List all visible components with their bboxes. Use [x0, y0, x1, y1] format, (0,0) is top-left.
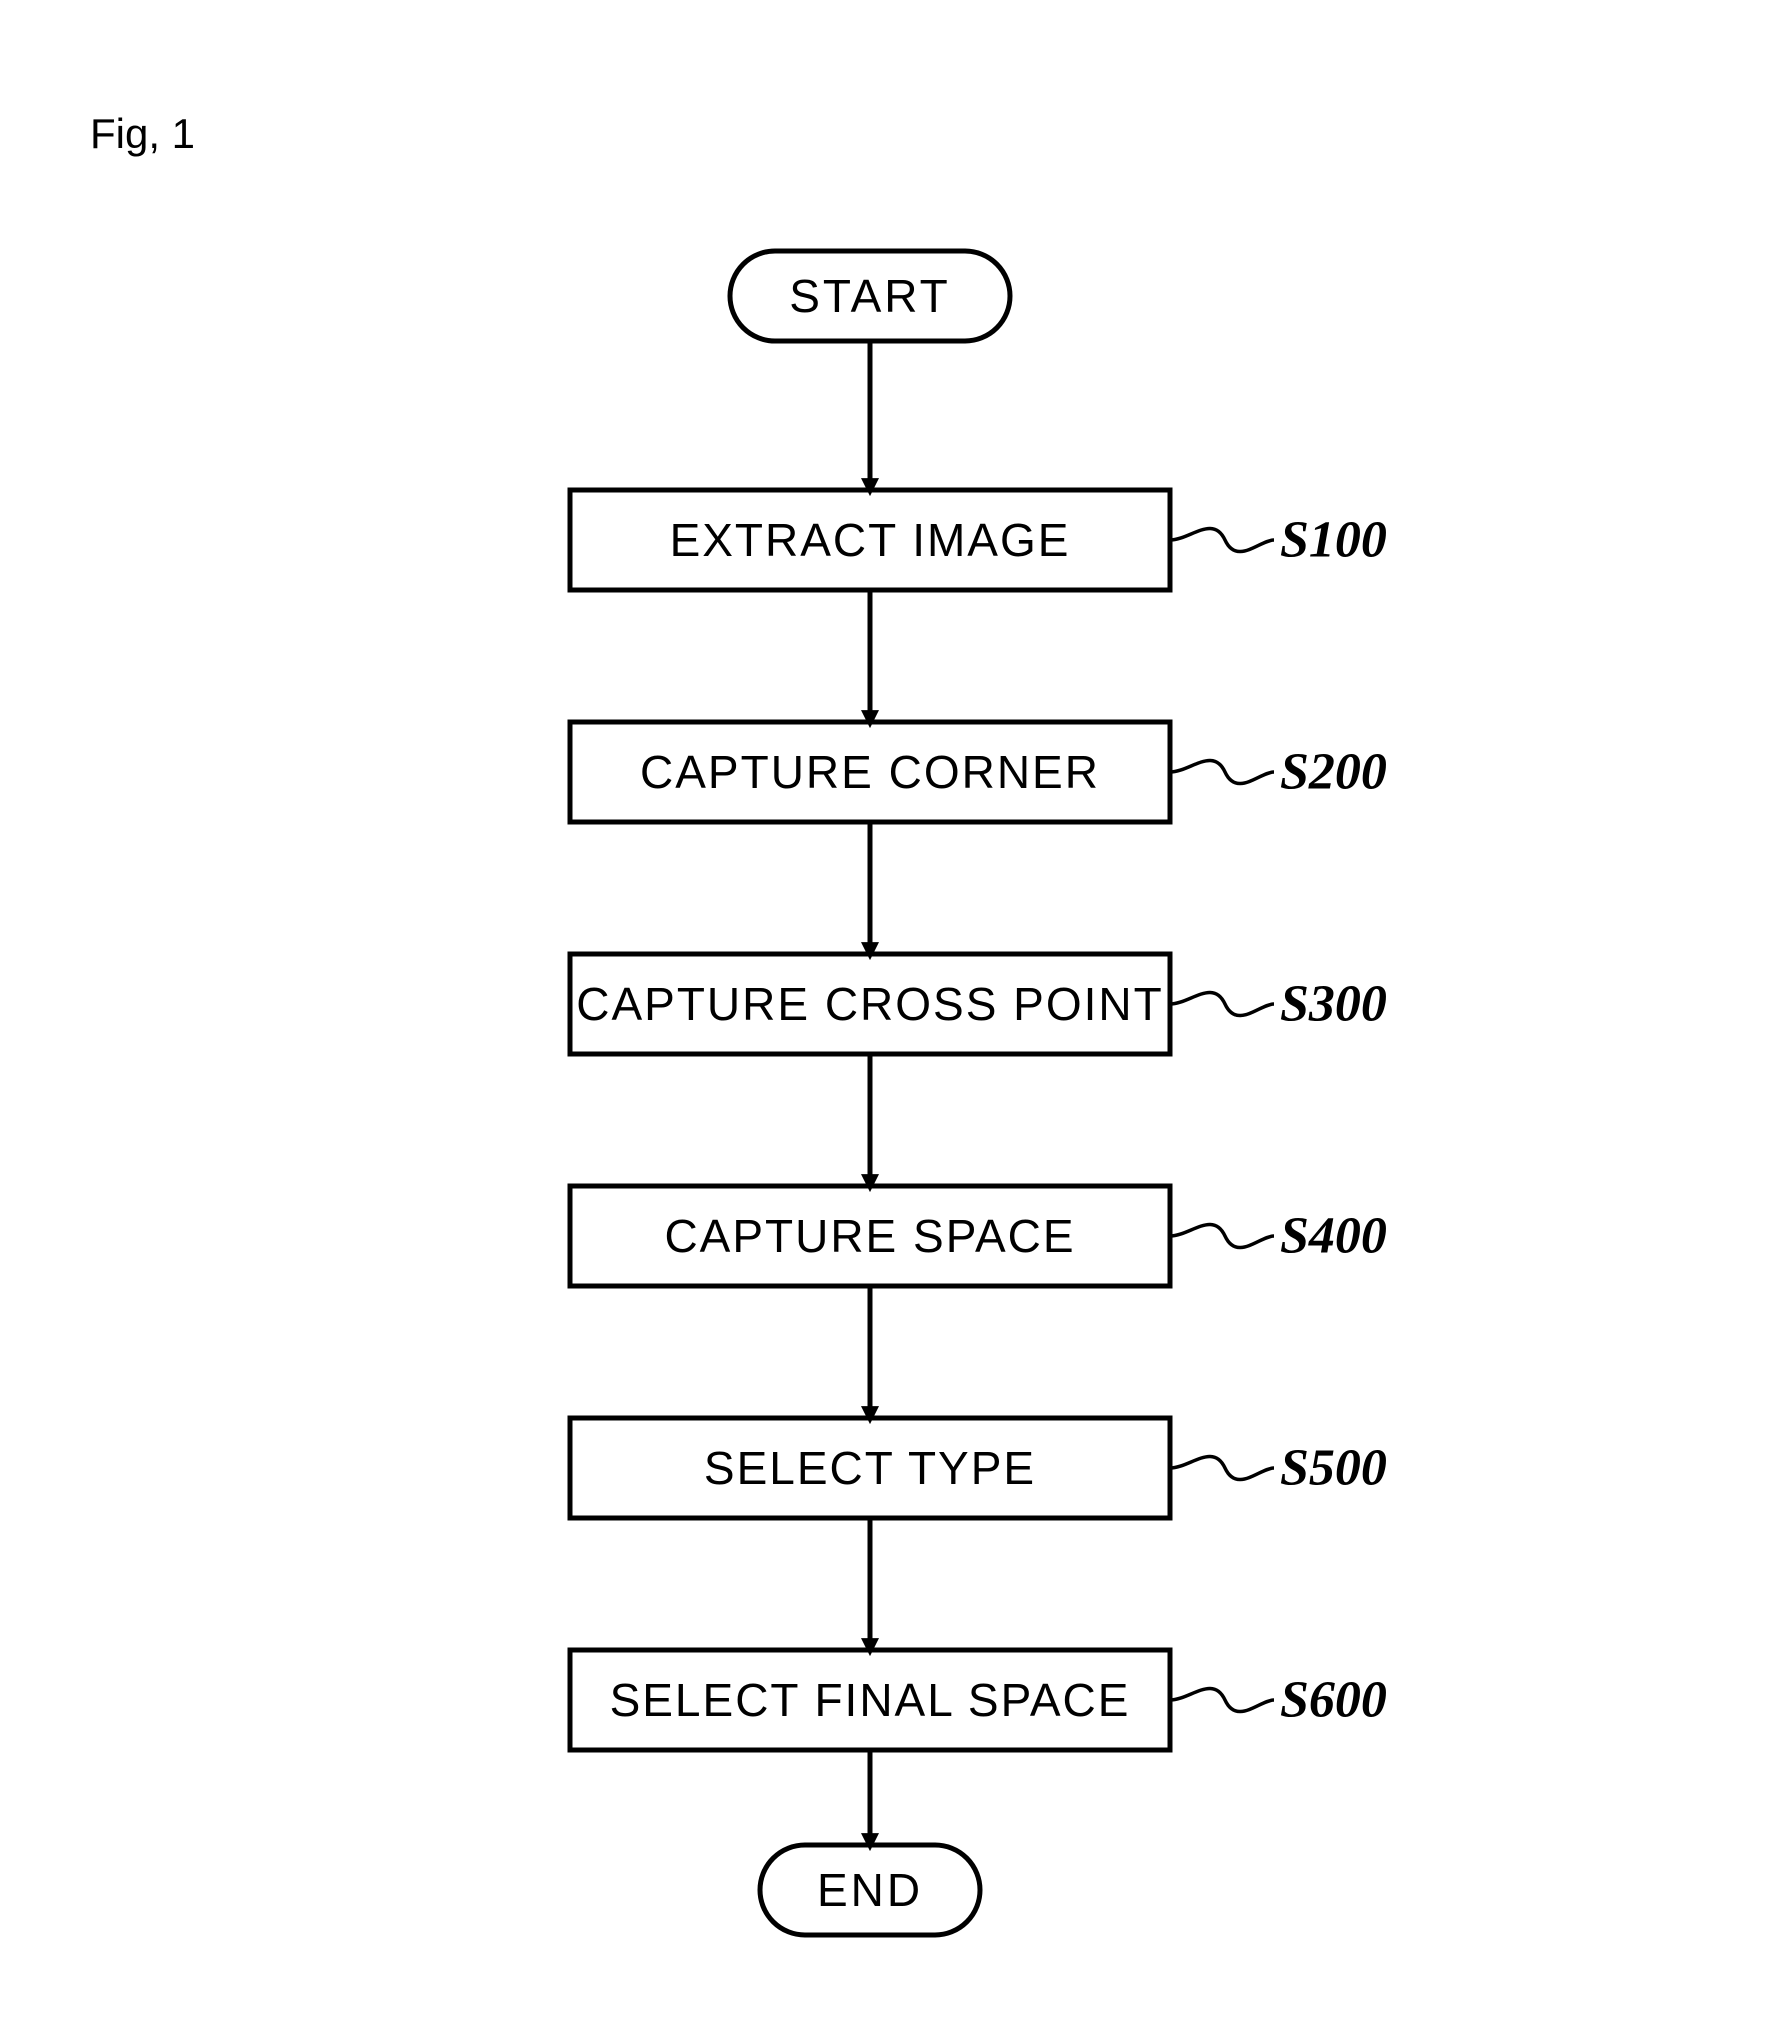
end-terminal-label: END — [817, 1864, 923, 1916]
process-s500: SELECT TYPE S500 — [570, 1418, 1387, 1518]
process-s300: CAPTURE CROSS POINT S300 — [570, 954, 1387, 1054]
process-s300-id: S300 — [1280, 976, 1387, 1033]
process-s100-id: S100 — [1280, 512, 1387, 569]
process-s600-id: S600 — [1280, 1672, 1387, 1729]
process-s400-id: S400 — [1280, 1208, 1387, 1265]
process-s200: CAPTURE CORNER S200 — [570, 722, 1387, 822]
process-s100-label: EXTRACT IMAGE — [670, 514, 1071, 566]
start-terminal: START — [730, 251, 1010, 341]
process-s100: EXTRACT IMAGE S100 — [570, 490, 1387, 590]
process-s500-label: SELECT TYPE — [704, 1442, 1036, 1494]
process-s600-connector — [1170, 1688, 1274, 1711]
process-s400-connector — [1170, 1224, 1274, 1247]
process-s500-connector — [1170, 1456, 1274, 1479]
process-s200-label: CAPTURE CORNER — [640, 746, 1100, 798]
end-terminal: END — [760, 1845, 980, 1935]
process-s100-connector — [1170, 528, 1274, 551]
process-s400-label: CAPTURE SPACE — [664, 1210, 1075, 1262]
flowchart-svg: START EXTRACT IMAGE S100 CAPTURE CORNER S200… — [0, 0, 1768, 2024]
process-s200-connector — [1170, 760, 1274, 783]
start-terminal-label: START — [789, 270, 951, 322]
process-s300-label: CAPTURE CROSS POINT — [576, 978, 1164, 1030]
process-s400: CAPTURE SPACE S400 — [570, 1186, 1387, 1286]
process-s300-connector — [1170, 992, 1274, 1015]
process-s600-label: SELECT FINAL SPACE — [610, 1674, 1131, 1726]
process-s500-id: S500 — [1280, 1440, 1387, 1497]
process-s200-id: S200 — [1280, 744, 1387, 801]
process-s600: SELECT FINAL SPACE S600 — [570, 1650, 1387, 1750]
